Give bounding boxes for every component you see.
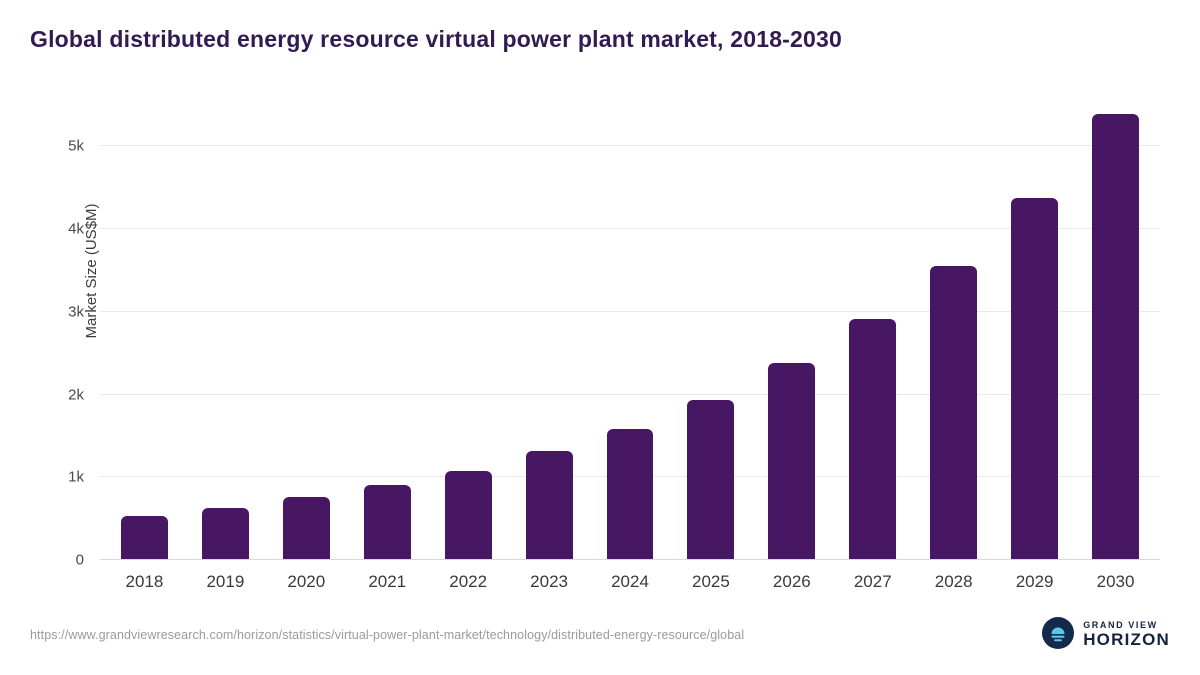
x-axis-label-2029: 2029 [1015, 572, 1054, 591]
x-axis-label-2030: 2030 [1096, 572, 1135, 591]
gridline-2k [100, 393, 1160, 395]
bar-2021 [363, 485, 411, 560]
source-url: https://www.grandviewresearch.com/horizo… [30, 628, 745, 642]
bar-2028 [930, 265, 978, 560]
x-axis-label-2024: 2024 [611, 572, 649, 591]
bar-2023 [525, 451, 573, 560]
brand-logo: GRAND VIEW HORIZON [1041, 616, 1170, 655]
x-axis-line [100, 559, 1160, 560]
gridline-5k [100, 145, 1160, 147]
chart-title: Global distributed energy resource virtu… [30, 26, 843, 52]
y-tick-label-5k: 5k [68, 137, 84, 155]
gridline-3k [100, 310, 1160, 312]
bar-slot-2025: 2025 [670, 105, 751, 591]
bar-2020 [282, 497, 330, 560]
bar-slot-2023: 2023 [509, 105, 590, 591]
bar-2025 [687, 399, 735, 560]
x-axis-label-2021: 2021 [368, 572, 407, 591]
logo-line-grand-view: GRAND VIEW [1083, 619, 1158, 630]
footer: https://www.grandviewresearch.com/horizo… [30, 609, 1170, 661]
bar-slot-2027: 2027 [832, 105, 913, 591]
y-tick-label-4k: 4k [68, 220, 84, 238]
horizon-logo-icon [1041, 616, 1075, 655]
x-axis-label-2023: 2023 [530, 572, 568, 591]
y-tick-label-3k: 3k [68, 303, 84, 321]
bar-slot-2022: 2022 [428, 105, 509, 591]
x-axis-label-2027: 2027 [853, 572, 892, 591]
x-axis-label-2028: 2028 [934, 572, 973, 591]
bar-slot-2024: 2024 [590, 105, 671, 591]
bar-slot-2026: 2026 [751, 105, 832, 591]
bar-slot-2019: 2019 [185, 105, 266, 591]
bar-series: 2018 2019 2020 2021 2022 2023 2024 2025 2026 2027… [100, 105, 1160, 591]
x-axis-label-2019: 2019 [206, 572, 245, 591]
x-axis-label-2020: 2020 [287, 572, 326, 591]
gridline-4k [100, 228, 1160, 230]
x-axis-label-2025: 2025 [692, 572, 730, 591]
bar-2027 [849, 318, 897, 560]
bar-2022 [444, 470, 492, 560]
bar-2024 [606, 428, 654, 560]
bar-2029 [1011, 197, 1059, 560]
plot-area: 0 1k 2k 3k 4k 5k 2018 2019 2020 2021 2022 2023 2024… [68, 105, 1160, 591]
x-axis-label-2022: 2022 [449, 572, 488, 591]
y-tick-label-2k: 2k [68, 386, 84, 404]
y-tick-label-0: 0 [75, 551, 84, 569]
bar-slot-2030: 2030 [1075, 105, 1156, 591]
bar-slot-2020: 2020 [266, 105, 347, 591]
x-axis-label-2026: 2026 [772, 572, 811, 591]
bar-2030 [1092, 114, 1139, 560]
x-axis-label-2018: 2018 [125, 572, 164, 591]
y-axis-label: Market Size (US$M) [83, 203, 101, 339]
logo-text: GRAND VIEW HORIZON [1083, 619, 1170, 650]
bar-slot-2028: 2028 [913, 105, 994, 591]
bar-slot-2029: 2029 [994, 105, 1075, 591]
bar-slot-2018: 2018 [104, 105, 185, 591]
bar-2019 [201, 508, 249, 560]
bar-2018 [121, 515, 168, 560]
y-tick-label-1k: 1k [68, 468, 84, 486]
bar-slot-2021: 2021 [347, 105, 428, 591]
logo-line-horizon: HORIZON [1083, 629, 1170, 649]
bar-2026 [768, 363, 816, 560]
